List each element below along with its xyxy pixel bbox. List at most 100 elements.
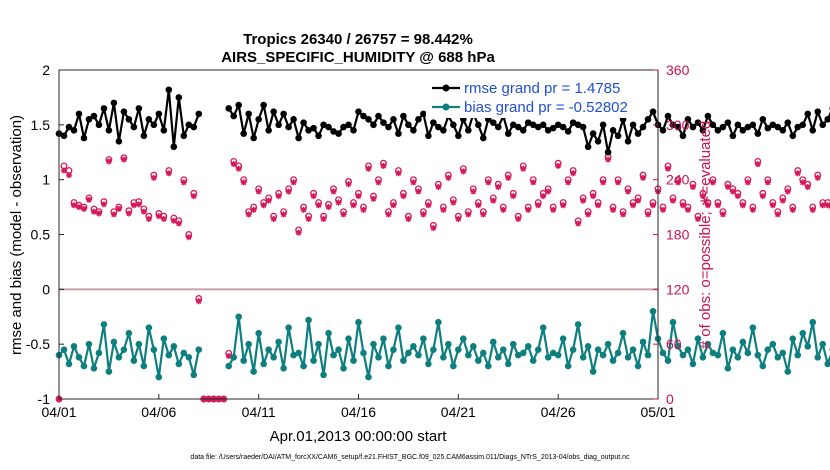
obs-evaluated-point — [285, 188, 292, 195]
bias-series-point — [534, 346, 542, 353]
obs-evaluated-point — [190, 193, 197, 200]
obs-evaluated-point — [180, 179, 187, 186]
rmse-series-point — [260, 101, 267, 109]
bias-series-point — [539, 324, 547, 332]
obs-evaluated-point — [460, 168, 467, 175]
obs-evaluated-point — [80, 205, 87, 212]
obs-evaluated-point — [440, 206, 447, 213]
bias-series-point — [260, 360, 267, 368]
rmse-series-point — [509, 121, 517, 129]
rmse-series-point — [599, 121, 607, 129]
rmse-series-point — [479, 134, 487, 142]
rmse-series-point — [135, 105, 143, 112]
bias-series-point — [519, 349, 527, 357]
bias-series-point — [689, 360, 697, 368]
rmse-series-point — [360, 112, 367, 120]
obs-evaluated-point — [674, 179, 681, 186]
rmse-series-point — [769, 121, 777, 129]
rmse-series-point — [165, 86, 173, 94]
bias-series-point — [255, 329, 262, 337]
obs-evaluated-point — [520, 165, 527, 172]
rmse-series-point — [430, 119, 437, 126]
rmse-series-point — [489, 119, 497, 126]
rmse-series-point — [644, 116, 652, 123]
rmse-series-point — [400, 112, 407, 120]
rmse-series-point — [290, 116, 297, 123]
obs-evaluated-point — [560, 202, 567, 209]
rmse-series-point — [519, 127, 527, 134]
bias-series-point — [140, 362, 148, 370]
bias-series-point — [225, 362, 233, 370]
bias-series-point — [649, 307, 657, 315]
bias-series-point — [300, 362, 307, 370]
obs-evaluated-point — [150, 174, 157, 181]
obs-evaluated-point — [165, 170, 172, 177]
obs-evaluated-point — [490, 197, 497, 204]
obs-evaluated-point — [415, 188, 422, 195]
bias-series-point — [310, 357, 317, 364]
obs-evaluated-point — [804, 183, 811, 190]
obs-evaluated-point — [75, 204, 82, 211]
x-tick-label: 04/16 — [341, 404, 376, 420]
rmse-series-point — [305, 127, 312, 134]
obs-evaluated-point — [784, 188, 791, 195]
obs-evaluated-point — [145, 215, 152, 222]
obs-evaluated-point — [185, 234, 192, 241]
y-tick-label-left: -0.5 — [26, 336, 50, 352]
bias-series-point — [180, 349, 188, 357]
obs-evaluated-point — [809, 206, 816, 213]
bias-series-point — [115, 354, 123, 361]
obs-evaluated-point — [70, 202, 77, 209]
x-tick-label: 04/01 — [41, 404, 76, 420]
obs-evaluated-point — [480, 211, 487, 218]
rmse-series-point — [819, 121, 827, 129]
rmse-series-point — [245, 110, 252, 118]
bias-series-point — [345, 335, 352, 342]
obs-evaluated-point — [510, 193, 517, 200]
bias-series-point — [564, 362, 572, 370]
y-axis-label-left: rmse and bias (model - observation) — [8, 115, 25, 355]
rmse-series-point — [649, 108, 657, 115]
obs-evaluated-point — [759, 193, 766, 200]
obs-evaluated-point — [105, 158, 112, 165]
bias-series-point — [370, 340, 377, 348]
bias-series-point — [465, 351, 472, 359]
rmse-series-point — [130, 123, 138, 131]
bias-series-point — [460, 335, 467, 342]
bias-series-point — [529, 357, 537, 364]
obs-evaluated-point — [505, 174, 512, 181]
bias-series-point — [784, 368, 792, 375]
obs-evaluated-point — [575, 220, 582, 227]
rmse-series-point — [764, 124, 772, 132]
bias-series-point — [420, 335, 427, 342]
obs-evaluated-point — [295, 229, 302, 236]
obs-evaluated-point — [814, 174, 821, 181]
rmse-series-point — [704, 112, 712, 120]
obs-evaluated-point — [585, 211, 592, 218]
obs-evaluated-point — [315, 202, 322, 209]
rmse-series-point — [115, 137, 123, 145]
obs-evaluated-point — [605, 156, 612, 163]
bias-series-point — [559, 335, 567, 342]
rmse-series-point — [674, 123, 682, 131]
rmse-series-point — [340, 123, 347, 131]
bias-series-point — [150, 346, 158, 353]
bias-series-point — [789, 335, 797, 342]
bias-series-point — [524, 343, 532, 350]
bias-series-point — [145, 324, 153, 332]
bias-series-point — [90, 364, 98, 372]
legend-rmse-label: rmse grand pr = 1.4785 — [464, 80, 620, 97]
rmse-series-point — [235, 101, 242, 109]
bias-series-point — [479, 349, 487, 357]
obs-evaluated-point — [85, 196, 92, 203]
bias-series-point — [499, 346, 507, 353]
rmse-series-point — [285, 123, 292, 131]
obs-evaluated-point — [340, 211, 347, 218]
obs-evaluated-point — [664, 165, 671, 172]
bias-series-point — [85, 340, 93, 348]
obs-evaluated-point — [90, 208, 97, 215]
bias-series-point — [330, 351, 337, 359]
rmse-series-point — [425, 132, 432, 140]
bias-series-point — [744, 349, 752, 357]
